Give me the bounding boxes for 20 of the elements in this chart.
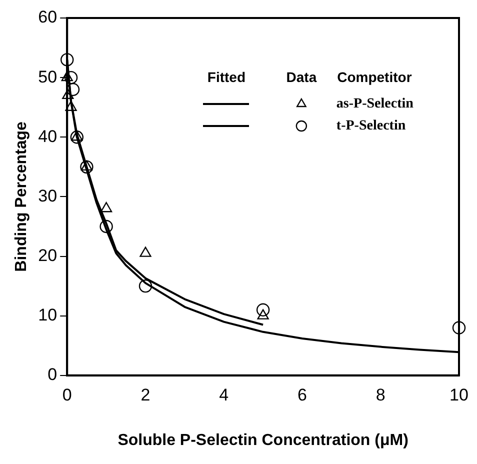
legend-label: t-P-Selectin [336,118,406,134]
legend-label: as-P-Selectin [336,96,414,112]
x-tick-label: 4 [219,385,229,404]
x-tick-label: 6 [298,385,307,404]
x-tick-label: 2 [140,385,150,404]
x-axis-title: Soluble P-Selectin Concentration (μM) [118,432,408,449]
x-tick-label: 8 [376,385,386,404]
annotation: Fitted [207,68,246,85]
y-tick-label: 30 [38,186,58,206]
y-tick-label: 50 [38,67,58,86]
y-tick-label: 60 [38,8,58,27]
y-tick-label: 10 [38,306,58,325]
y-tick-label: 40 [38,126,58,146]
annotation: Data [286,68,317,85]
y-axis-title: Binding Percentage [13,121,30,272]
x-tick-label: 10 [450,385,468,404]
annotation: Competitor [337,68,412,85]
x-tick-label: 0 [62,385,72,404]
y-tick-label: 20 [38,246,58,265]
y-tick-label: 0 [48,365,58,384]
